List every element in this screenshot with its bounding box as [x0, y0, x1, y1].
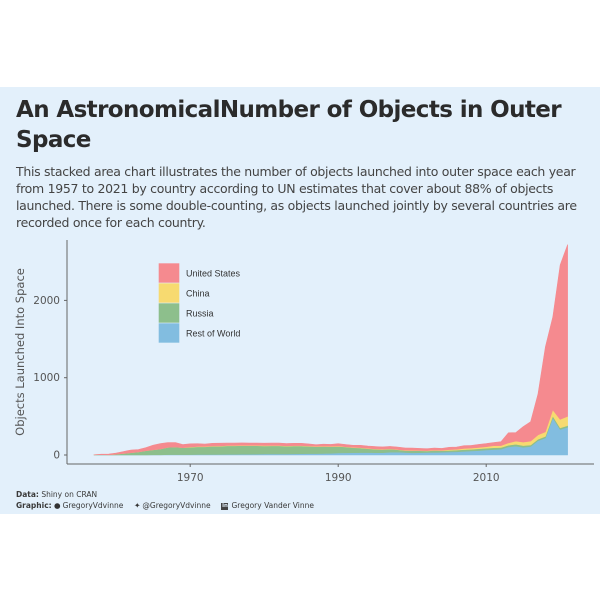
- legend-swatch-united-states: [158, 263, 180, 283]
- chart-subtitle: This stacked area chart illustrates the …: [16, 164, 577, 230]
- page-title: An AstronomicalNumber of Objects in Oute…: [16, 97, 562, 153]
- area-russia: [93, 415, 568, 456]
- area-series-group: [93, 244, 568, 456]
- legend-swatch-china: [158, 283, 180, 303]
- legend-swatch-russia: [158, 303, 180, 323]
- footer-data-line: Data: Shiny on CRAN: [16, 489, 97, 500]
- twitter-handle[interactable]: @GregoryVdvinne: [142, 501, 211, 510]
- twitter-icon: ✦: [134, 501, 141, 510]
- graphic-label: Graphic:: [16, 501, 52, 510]
- y-tick-label-0: 0: [53, 450, 60, 462]
- x-tick-labels: 1970 1990 2010: [177, 464, 500, 484]
- data-label: Data:: [16, 490, 39, 499]
- legend-label-russia: Russia: [186, 309, 214, 319]
- legend-swatch-rest-of-world: [158, 323, 180, 343]
- y-tick-label-2000: 2000: [33, 295, 60, 307]
- legend-label-united-states: United States: [186, 269, 241, 279]
- footer-graphic-line: Graphic: ● GregoryVdvinne ✦ @GregoryVdvinn…: [16, 500, 314, 511]
- github-icon: ●: [54, 501, 61, 510]
- legend-label-rest-of-world: Rest of World: [186, 329, 240, 339]
- y-axis-label: Objects Launched Into Space: [13, 268, 27, 436]
- y-tick-label-1000: 1000: [33, 372, 60, 384]
- data-source: Shiny on CRAN: [38, 490, 98, 499]
- legend-label-china: China: [186, 289, 210, 299]
- x-tick-label-1990: 1990: [325, 472, 352, 484]
- linkedin-name[interactable]: Gregory Vander Vinne: [231, 501, 314, 510]
- x-tick-label-2010: 2010: [473, 472, 500, 484]
- area-united-states: [93, 244, 568, 456]
- chart-legend: United States China Russia Rest of World: [158, 263, 241, 343]
- y-tick-labels: 0 1000 2000: [33, 295, 67, 462]
- github-handle[interactable]: GregoryVdvinne: [62, 501, 124, 510]
- linkedin-icon: in: [221, 502, 229, 510]
- x-tick-label-1970: 1970: [177, 472, 204, 484]
